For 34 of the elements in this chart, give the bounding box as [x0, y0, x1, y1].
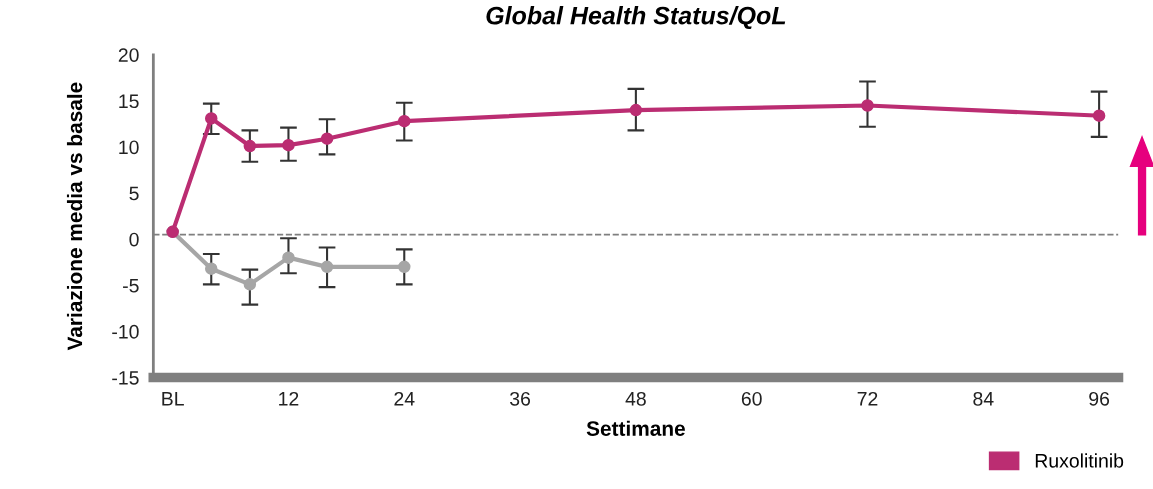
point — [398, 114, 411, 128]
y-tick-label: -10 — [112, 324, 139, 339]
chart-title: Global Health Status/QoL — [486, 6, 786, 30]
point — [861, 99, 874, 112]
point — [1092, 109, 1106, 122]
point — [629, 103, 643, 117]
x-tick-label: BL — [162, 392, 184, 406]
point — [205, 262, 218, 275]
y-tick-label: -5 — [123, 278, 139, 293]
y-tick-label: 10 — [119, 140, 139, 155]
x-axis-title: Settimane — [586, 420, 685, 436]
point — [243, 278, 257, 291]
x-tick-label: 96 — [1089, 391, 1110, 406]
legend-label: Ruxolitinib — [1035, 453, 1124, 468]
point — [282, 251, 295, 264]
y-axis-title: Variazione media vs basale — [66, 82, 83, 351]
point — [320, 132, 334, 145]
point — [398, 260, 411, 274]
x-tick-label: 72 — [857, 391, 878, 406]
x-tick-label: 60 — [741, 391, 762, 406]
x-tick-label: 12 — [279, 391, 299, 406]
x-tick-label: 48 — [625, 391, 646, 406]
y-tick-label: 0 — [129, 232, 139, 247]
x-tick-label: 84 — [973, 391, 994, 406]
point — [282, 138, 295, 152]
point — [205, 112, 218, 125]
y-tick-label: 20 — [118, 48, 139, 62]
x-tick-label: 36 — [510, 391, 531, 406]
y-tick-label: 15 — [119, 94, 139, 109]
point — [320, 260, 334, 274]
y-tick-label: 5 — [129, 186, 139, 201]
x-tick-label: 24 — [394, 391, 415, 406]
point — [243, 139, 257, 153]
y-tick-label: -15 — [112, 371, 139, 385]
